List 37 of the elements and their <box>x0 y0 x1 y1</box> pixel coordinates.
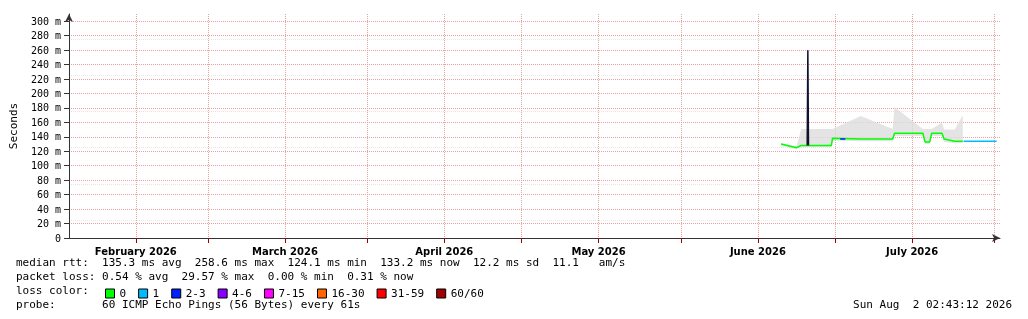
text: probe: 60 ICMP Echo Pings (56 Bytes) every 61s <box>16 298 361 311</box>
legend-label: 4-6 <box>232 287 252 300</box>
y-tick-label: 20 m <box>36 218 61 230</box>
legend-title: loss color: <box>16 284 89 297</box>
text: Sun Aug 2 02:43:12 2026 <box>853 298 1013 311</box>
y-axis-title: Seconds <box>7 102 20 150</box>
y-tick-label: 260 m <box>30 44 61 56</box>
y-tick-label: 300 m <box>30 15 61 27</box>
y-tick-label: 160 m <box>30 116 61 128</box>
legend-label: 0 <box>119 287 127 300</box>
y-tick-label: 240 m <box>30 59 61 71</box>
legend-label: 7-15 <box>278 287 305 300</box>
y-tick-label: 180 m <box>30 102 61 114</box>
x-tick-label: May 2026 <box>571 245 626 257</box>
y-tick-label: 120 m <box>30 145 61 157</box>
y-tick-label: 280 m <box>30 30 61 42</box>
y-tick-label: 220 m <box>30 73 61 85</box>
x-tick-label: March 2026 <box>251 245 318 257</box>
line-series <box>780 132 964 149</box>
legend-label: 60/60 <box>450 287 484 300</box>
y-tick-label: 40 m <box>36 203 61 215</box>
x-tick-label: July 2026 <box>885 245 939 257</box>
y-tick-label: 60 m <box>36 189 61 201</box>
y-tick-label: 0 <box>54 232 61 244</box>
y-tick-label: 140 m <box>30 131 61 143</box>
x-tick-label: June 2026 <box>728 245 786 257</box>
x-tick-label: February 2026 <box>94 245 177 257</box>
legend-label: 1 <box>152 287 160 300</box>
text: median rtt: 135.3 ms avg 258.6 ms max 124.1 ms min 133.2 ms now 12.2 ms sd 11.1 am/s <box>16 256 626 269</box>
legend-label: 2-3 <box>185 287 206 300</box>
y-tick-label: 80 m <box>36 174 61 186</box>
y-tick-label: 100 m <box>30 160 61 172</box>
y-tick-label: 200 m <box>30 87 61 99</box>
text: packet loss: 0.54 % avg 29.57 % max 0.00 % min 0.31 % now <box>16 270 414 283</box>
legend-label: 31-59 <box>391 287 425 300</box>
x-tick-label: April 2026 <box>415 245 474 257</box>
legend-label: 16-30 <box>331 287 365 300</box>
